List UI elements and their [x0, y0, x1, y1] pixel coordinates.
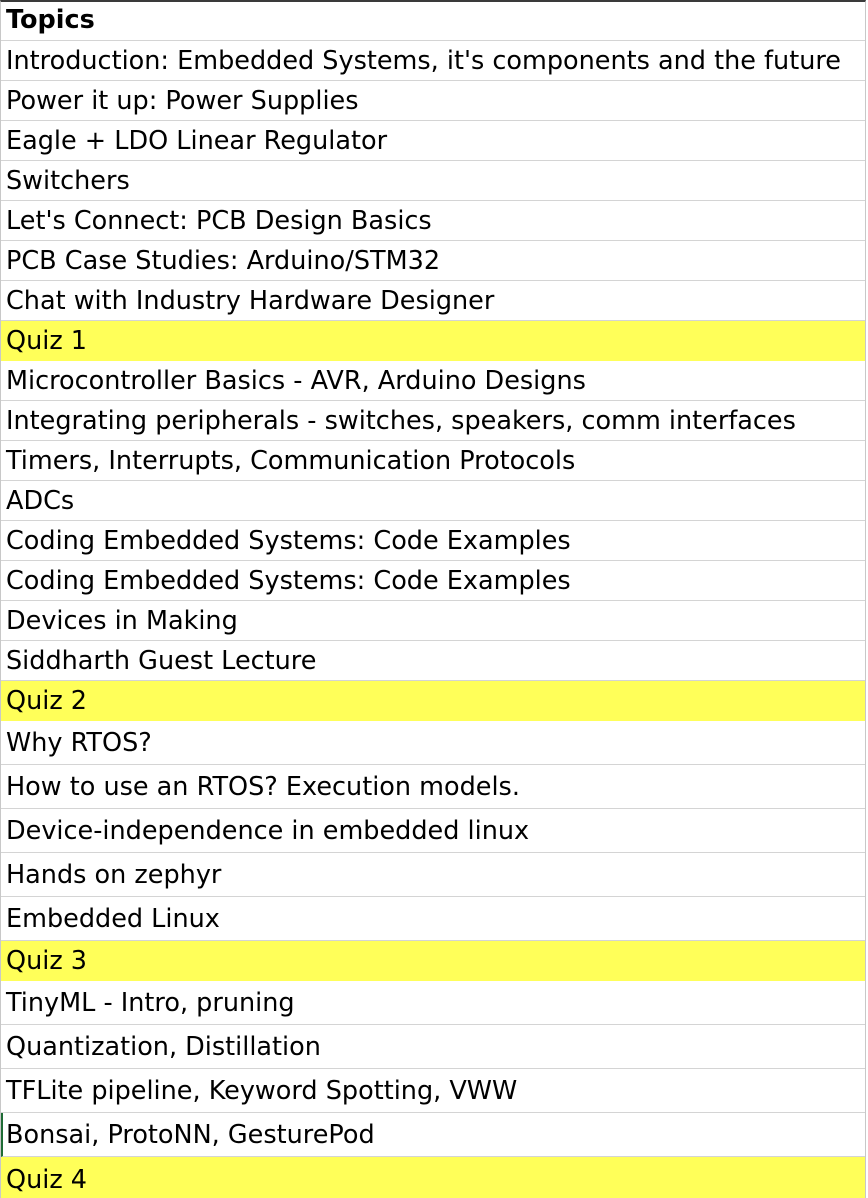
topic-cell[interactable]: Integrating peripherals - switches, spea…: [1, 401, 865, 441]
topic-cell[interactable]: Microcontroller Basics - AVR, Arduino De…: [1, 361, 865, 401]
quiz-cell[interactable]: Quiz 2: [1, 681, 865, 721]
quiz-cell[interactable]: Quiz 4: [1, 1157, 865, 1198]
topic-cell[interactable]: Chat with Industry Hardware Designer: [1, 281, 865, 321]
topic-cell[interactable]: Switchers: [1, 161, 865, 201]
topic-cell[interactable]: Device-independence in embedded linux: [1, 809, 865, 853]
topic-cell[interactable]: ADCs: [1, 481, 865, 521]
topic-cell[interactable]: PCB Case Studies: Arduino/STM32: [1, 241, 865, 281]
quiz-cell[interactable]: Quiz 3: [1, 941, 865, 981]
topic-cell[interactable]: Hands on zephyr: [1, 853, 865, 897]
topic-cell[interactable]: Let's Connect: PCB Design Basics: [1, 201, 865, 241]
topic-cell[interactable]: Coding Embedded Systems: Code Examples: [1, 521, 865, 561]
topic-cell[interactable]: Introduction: Embedded Systems, it's com…: [1, 41, 865, 81]
header-cell-topics[interactable]: Topics: [1, 2, 865, 41]
topic-cell[interactable]: Power it up: Power Supplies: [1, 81, 865, 121]
topic-cell[interactable]: Devices in Making: [1, 601, 865, 641]
quiz-cell[interactable]: Quiz 1: [1, 321, 865, 361]
topic-cell[interactable]: Siddharth Guest Lecture: [1, 641, 865, 681]
topic-cell[interactable]: Why RTOS?: [1, 721, 865, 765]
topic-cell[interactable]: Eagle + LDO Linear Regulator: [1, 121, 865, 161]
topic-cell[interactable]: Quantization, Distillation: [1, 1025, 865, 1069]
topic-cell[interactable]: Coding Embedded Systems: Code Examples: [1, 561, 865, 601]
topic-cell[interactable]: TinyML - Intro, pruning: [1, 981, 865, 1025]
topic-cell[interactable]: Timers, Interrupts, Communication Protoc…: [1, 441, 865, 481]
topic-cell[interactable]: Embedded Linux: [1, 897, 865, 941]
topic-cell[interactable]: TFLite pipeline, Keyword Spotting, VWW: [1, 1069, 865, 1113]
selected-topic-cell[interactable]: Bonsai, ProtoNN, GesturePod: [1, 1113, 865, 1157]
topic-cell[interactable]: How to use an RTOS? Execution models.: [1, 765, 865, 809]
